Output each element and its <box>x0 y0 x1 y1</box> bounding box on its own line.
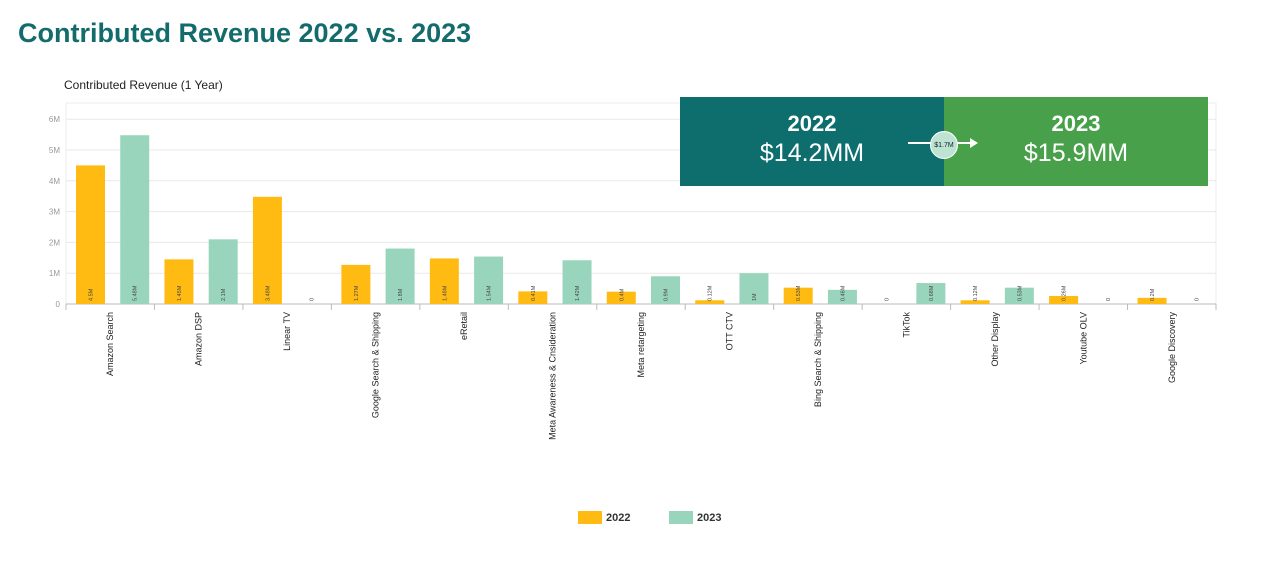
page-title: Contributed Revenue 2022 vs. 2023 <box>18 18 472 48</box>
x-tick-label: TikTok <box>901 312 911 338</box>
bar-2022 <box>76 165 105 304</box>
legend-item-2022[interactable]: 2022 <box>578 511 630 524</box>
difference-badge: $1.7M <box>930 131 958 159</box>
data-label: 1.54M <box>487 285 493 301</box>
bar-2023 <box>739 273 769 304</box>
data-label: 0.26M <box>1062 285 1068 301</box>
bar-2022 <box>518 291 548 304</box>
data-label: 0.41M <box>531 285 537 301</box>
data-label: 2.1M <box>221 288 227 301</box>
bar-2022 <box>429 258 459 304</box>
bar-2022 <box>164 259 194 304</box>
bar-2022 <box>1049 295 1079 304</box>
legend-item-2023[interactable]: 2023 <box>669 511 721 524</box>
bar-2023 <box>1004 287 1034 304</box>
data-label: 0.12M <box>973 285 979 301</box>
x-tick-label: OTT CTV <box>724 312 734 350</box>
legend-swatch <box>669 511 693 524</box>
bar-2022 <box>341 264 371 304</box>
x-tick-label: Google Discovery <box>1167 312 1177 384</box>
x-tick-label: Youtube OLV <box>1078 312 1088 365</box>
bar-2022 <box>1137 297 1167 304</box>
y-tick-label: 2M <box>49 238 60 247</box>
data-label: 0.46M <box>840 285 846 301</box>
legend-swatch <box>578 511 602 524</box>
callout-2023-value: $15.9MM <box>1023 139 1129 167</box>
callout-2022: 2022 $14.2MM <box>680 97 944 186</box>
data-label: 0.53M <box>1017 285 1023 301</box>
legend-label: 2022 <box>606 511 631 524</box>
y-tick-label: 0 <box>56 300 61 309</box>
legend-label: 2023 <box>697 511 722 524</box>
data-label: 1.8M <box>398 288 404 301</box>
chart-title: Contributed Revenue (1 Year) <box>64 78 223 92</box>
x-tick-label: Bing Search & Shipping <box>813 312 823 407</box>
bar-2022 <box>960 300 990 304</box>
data-label: 0.9M <box>664 288 670 301</box>
data-label: 0.12M <box>708 285 714 301</box>
data-label: 5.48M <box>133 285 139 301</box>
x-tick-label: eRetail <box>459 312 469 340</box>
y-tick-label: 5M <box>49 146 60 155</box>
data-label: 0.2M <box>1150 288 1156 301</box>
x-tick-label: Amazon Search <box>105 312 115 376</box>
x-tick-label: Google Search & Shipping <box>371 312 381 418</box>
data-label: 1.27M <box>354 285 360 301</box>
bar-2022 <box>695 300 725 304</box>
data-label: 0.53M <box>796 285 802 301</box>
data-label: 3.48M <box>265 285 271 301</box>
bar-2023 <box>474 256 504 304</box>
callout-2022-value: $14.2MM <box>759 139 865 167</box>
callout-2023: 2023 $15.9MM <box>944 97 1208 186</box>
data-label: 0 <box>885 298 891 301</box>
callout-2022-year: 2022 <box>787 111 837 136</box>
bar-2023 <box>385 248 415 304</box>
callout-2023-year: 2023 <box>1051 111 1101 136</box>
data-label: 0.4M <box>619 288 625 301</box>
bar-2023 <box>562 260 592 304</box>
y-tick-label: 3M <box>49 208 60 217</box>
y-tick-label: 4M <box>49 177 60 186</box>
x-tick-label: Linear TV <box>282 312 292 351</box>
data-label: 1.45M <box>177 285 183 301</box>
data-label: 1.48M <box>442 285 448 301</box>
data-label: 1M <box>752 293 758 301</box>
data-label: 1.42M <box>575 285 581 301</box>
bar-2023 <box>120 135 150 304</box>
data-label: 0 <box>310 298 316 301</box>
bar-2022 <box>606 291 636 304</box>
bar-chart: 0 1M 2M 3M 4M 5M 6M Amazon Search 4.5M 5.48M Amazo… <box>49 102 1217 440</box>
bar-2022 <box>783 287 813 304</box>
x-tick-label: Meta Awareness & Cnsideration <box>548 312 558 440</box>
x-tick-label: Other Display <box>990 312 1000 367</box>
bar-2023 <box>651 276 680 304</box>
data-label: 0.68M <box>929 285 935 301</box>
y-tick-label: 1M <box>49 269 60 278</box>
data-label: 4.5M <box>89 288 95 301</box>
x-tick-label: Meta retargeting <box>636 312 646 378</box>
bar-2022 <box>252 196 282 304</box>
bar-2023 <box>916 283 946 304</box>
y-tick-label: 6M <box>49 115 60 124</box>
bar-2023 <box>827 289 857 304</box>
x-tick-label: Amazon DSP <box>194 312 204 366</box>
data-label: 0 <box>1194 298 1200 301</box>
data-label: 0 <box>1106 298 1112 301</box>
bar-2023 <box>208 239 238 304</box>
